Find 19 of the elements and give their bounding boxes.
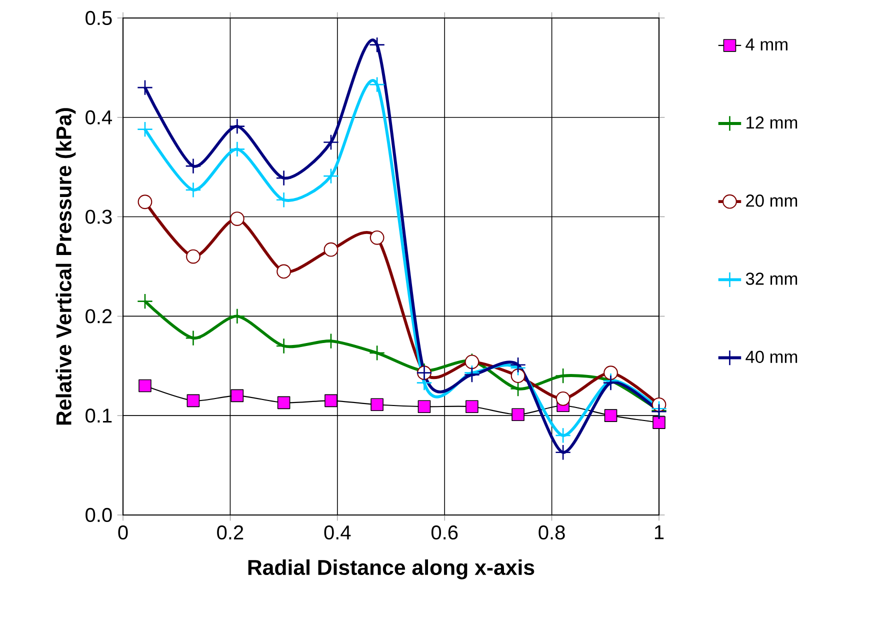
- y-tick-label: 0.2: [86, 309, 112, 324]
- x-tick-label: 0.6: [431, 525, 458, 540]
- y-tick-label: 0.1: [86, 408, 112, 423]
- y-axis-title: Relative Vertical Pressure (kPa): [56, 108, 76, 425]
- x-axis-title: Radial Distance along x-axis: [248, 559, 534, 580]
- legend-label: 12 mm: [746, 116, 798, 129]
- legend-label: 40 mm: [746, 350, 798, 363]
- legend-label: 20 mm: [746, 194, 798, 207]
- y-tick-label: 0.4: [86, 110, 112, 124]
- x-tick-label: 0.2: [217, 525, 244, 540]
- y-tick-label: 0.0: [86, 508, 112, 522]
- y-tick-label: 0.5: [86, 10, 112, 26]
- legend-label: 4 mm: [746, 38, 788, 50]
- y-tick-label: 0.3: [86, 210, 112, 224]
- legend-label: 32 mm: [746, 272, 798, 285]
- x-tick-label: 1: [654, 525, 664, 540]
- x-tick-label: 0.4: [324, 525, 351, 540]
- x-tick-label: 0.8: [538, 525, 565, 540]
- x-tick-label: 0: [118, 525, 128, 540]
